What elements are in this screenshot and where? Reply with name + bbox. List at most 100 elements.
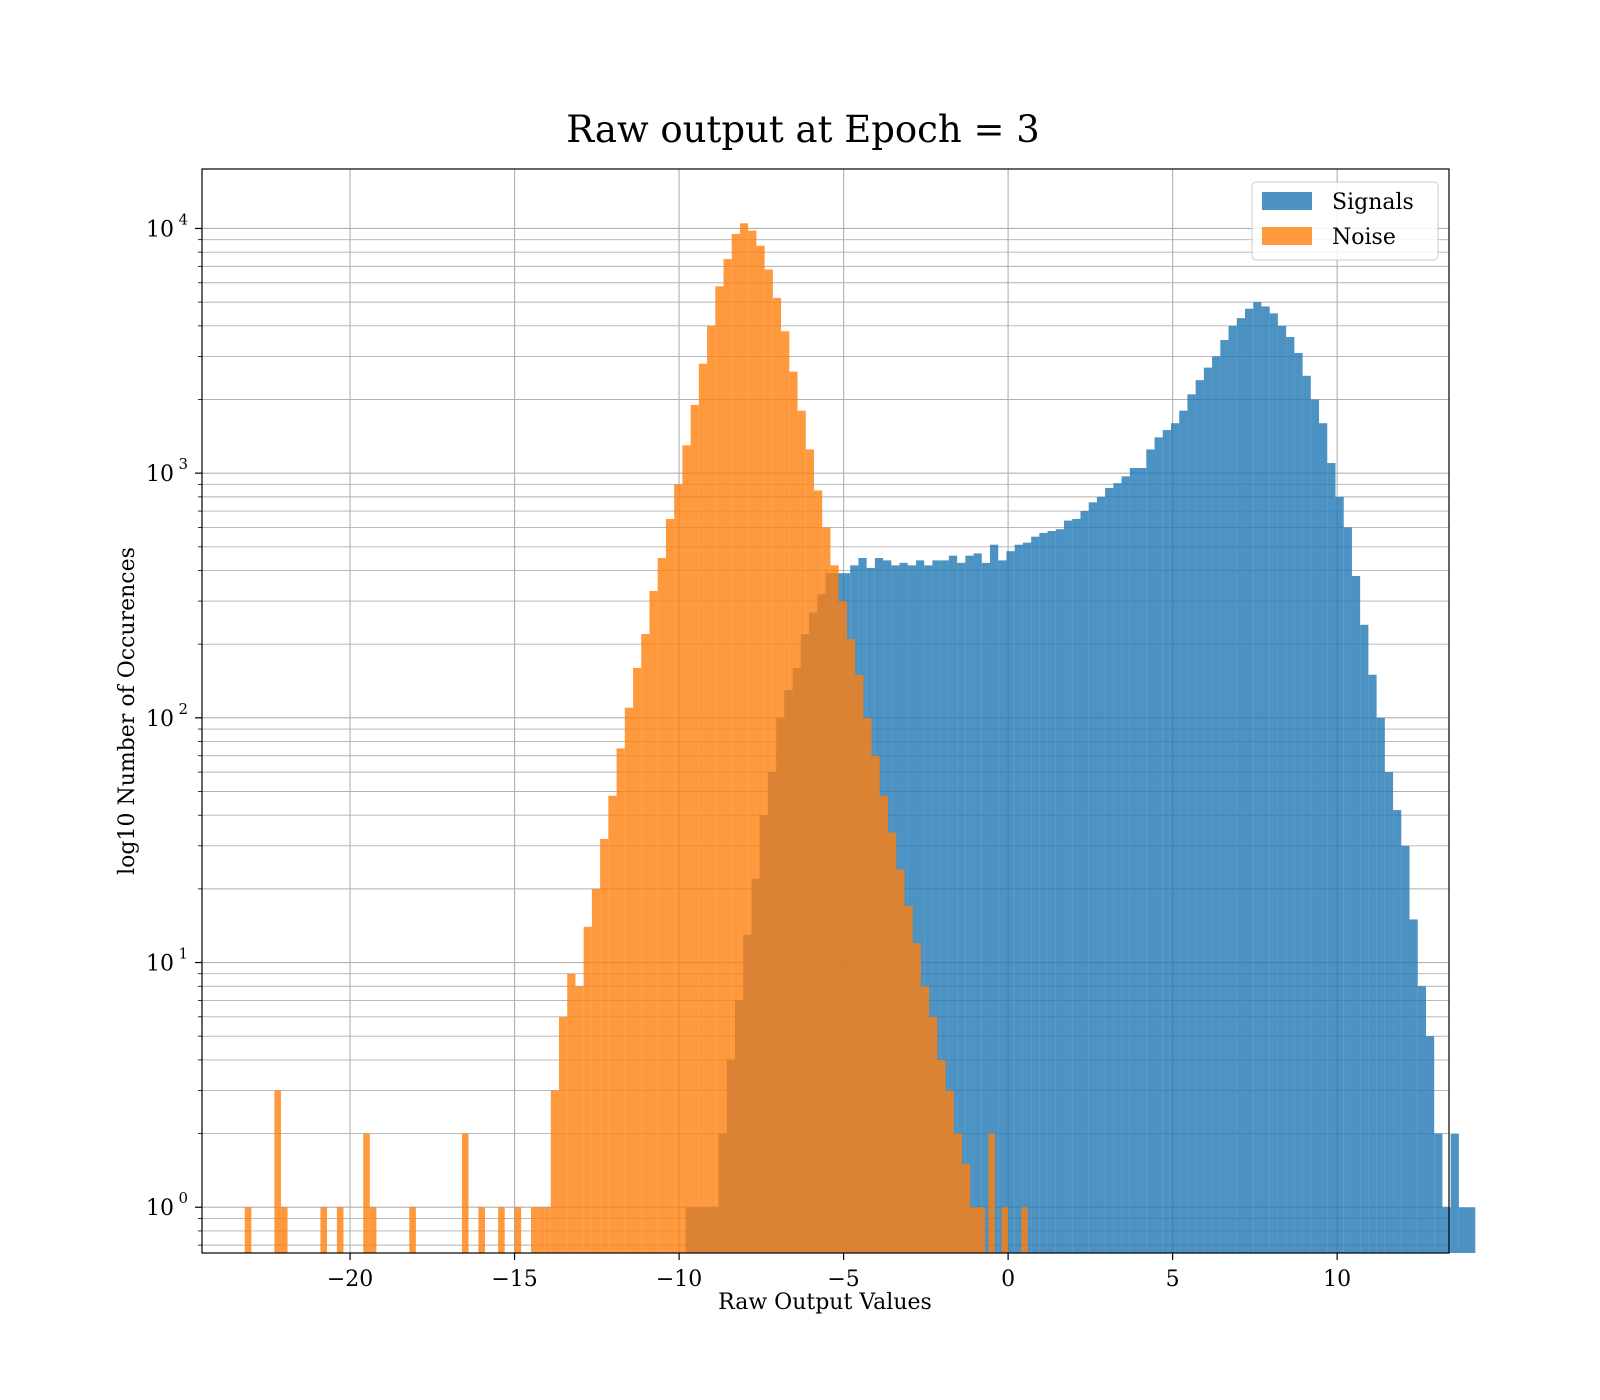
bar-noise (665, 518, 675, 1253)
x-tick-label: −20 (327, 1267, 373, 1292)
bar-noise (616, 748, 625, 1253)
bar-signals (1277, 325, 1287, 1254)
bar-noise (682, 445, 691, 1253)
y-tick-label: 10 (146, 217, 174, 242)
y-tick-label: 10 (146, 952, 174, 977)
x-tick-label: −10 (656, 1267, 702, 1292)
bar-signals (1269, 313, 1278, 1253)
bar-signals (924, 565, 933, 1253)
bar-noise (409, 1207, 416, 1253)
bar-noise (1021, 1207, 1028, 1253)
bar-noise (904, 906, 913, 1253)
bar-noise (320, 1207, 328, 1253)
bar-noise (674, 484, 683, 1253)
bar-noise (888, 832, 897, 1253)
bar-noise (838, 601, 847, 1253)
bar-signals (1351, 575, 1361, 1253)
bar-signals (1047, 531, 1056, 1253)
bar-noise (805, 449, 814, 1253)
bar-signals (973, 553, 982, 1253)
bar-noise (550, 1090, 559, 1253)
bar-noise (244, 1207, 252, 1253)
bar-noise (830, 565, 839, 1253)
bar-signals (1335, 496, 1344, 1253)
bar-noise (822, 527, 831, 1253)
bar-noise (567, 973, 576, 1253)
bar-signals (1105, 487, 1114, 1253)
bar-noise (544, 1207, 551, 1253)
bar-noise (1001, 1207, 1009, 1253)
bar-noise (879, 795, 889, 1253)
bar-noise (690, 404, 699, 1253)
bar-signals (1360, 624, 1369, 1253)
y-tick-exponent: 2 (178, 700, 188, 718)
bar-signals (981, 562, 991, 1253)
series-noise (244, 223, 1028, 1254)
bar-noise (748, 230, 757, 1253)
bar-signals (1055, 529, 1065, 1253)
bar-noise (739, 223, 749, 1253)
bar-signals (1261, 306, 1270, 1253)
y-tick-exponent: 1 (178, 945, 188, 963)
bar-noise (274, 1090, 281, 1253)
legend: Signals Noise (1251, 181, 1439, 261)
bar-noise (988, 1133, 995, 1253)
bar-signals (1343, 527, 1352, 1253)
bar-noise (781, 331, 790, 1253)
bar-signals (1245, 308, 1254, 1254)
bar-noise (772, 297, 782, 1254)
bar-signals (1080, 511, 1089, 1253)
bar-noise (896, 869, 905, 1253)
bar-signals (1220, 340, 1229, 1253)
legend-label-noise: Noise (1332, 225, 1396, 250)
y-axis-label: log10 Number of Occurences (115, 547, 140, 875)
bar-noise (855, 674, 864, 1253)
bar-noise (280, 1207, 288, 1253)
bar-noise (537, 1207, 545, 1253)
bar-signals (1228, 325, 1237, 1254)
bar-noise (945, 1090, 954, 1253)
bar-signals (1327, 463, 1336, 1253)
bar-noise (558, 1016, 568, 1253)
bar-noise (514, 1207, 522, 1253)
x-axis: −20 −15 −10 −5 0 5 10 (327, 1253, 1351, 1292)
y-tick-label: 10 (146, 462, 174, 487)
bar-noise (583, 926, 592, 1253)
legend-swatch-signals (1262, 192, 1312, 210)
bar-signals (1319, 423, 1328, 1253)
bar-signals (1039, 532, 1048, 1253)
bar-noise (531, 1207, 538, 1253)
bar-noise (591, 888, 601, 1253)
bar-signals (1236, 318, 1246, 1253)
bar-noise (575, 986, 584, 1253)
bar-signals (1376, 717, 1385, 1253)
bar-signals (1006, 551, 1015, 1253)
bar-noise (698, 363, 708, 1254)
bar-signals (1434, 1133, 1443, 1253)
bar-signals (1064, 520, 1073, 1253)
bar-noise (871, 755, 880, 1253)
bar-signals (1129, 467, 1139, 1253)
bar-noise (731, 233, 740, 1253)
bar-noise (608, 795, 617, 1253)
bar-signals (1179, 410, 1188, 1254)
bar-noise (461, 1133, 469, 1253)
bar-noise (633, 667, 642, 1253)
bar-signals (1450, 1133, 1459, 1253)
bar-signals (915, 560, 925, 1253)
bar-noise (920, 986, 930, 1253)
bar-signals (1113, 483, 1122, 1253)
x-axis-label: Raw Output Values (718, 1290, 932, 1315)
bar-signals (1162, 430, 1171, 1253)
bar-noise (813, 490, 823, 1253)
bar-noise (764, 269, 773, 1253)
bar-noise (863, 717, 872, 1253)
bar-signals (990, 544, 999, 1253)
x-tick-label: 0 (1001, 1267, 1015, 1292)
bar-noise (953, 1133, 963, 1253)
bar-signals (1294, 352, 1303, 1253)
bar-noise (929, 1016, 938, 1253)
bar-noise (912, 943, 921, 1253)
bar-signals (932, 560, 941, 1253)
